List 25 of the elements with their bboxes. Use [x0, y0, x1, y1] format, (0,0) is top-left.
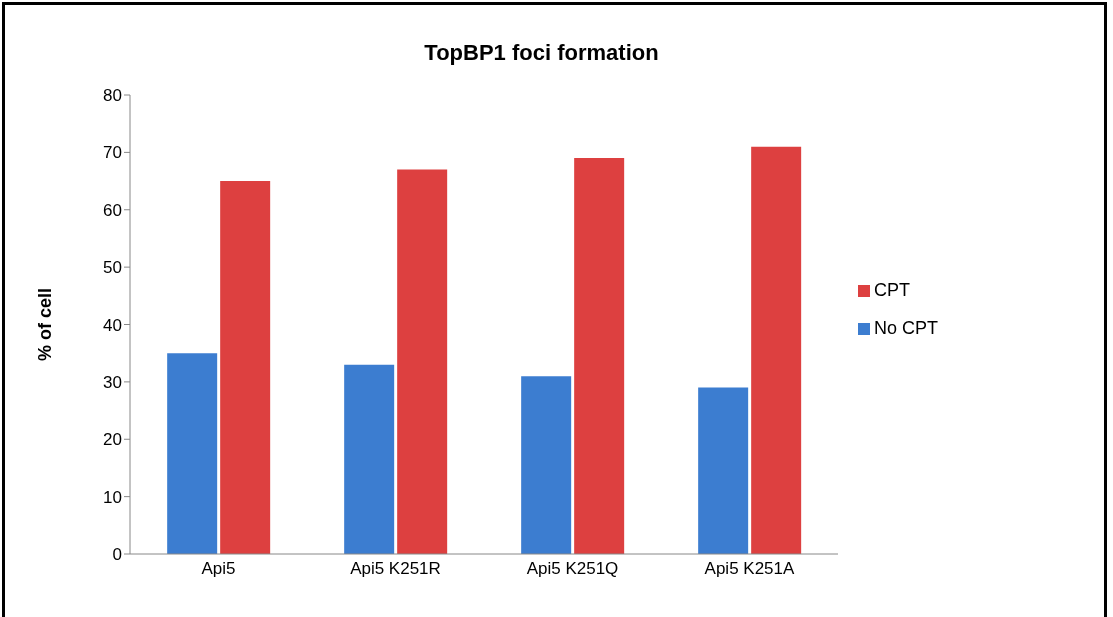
- y-axis-title: % of cell: [35, 287, 56, 362]
- bar: [344, 364, 395, 554]
- y-tick-label: 70: [103, 143, 122, 163]
- bar: [397, 169, 448, 554]
- y-tick-label: 80: [103, 86, 122, 106]
- x-tick-label: Api5 K251R: [350, 559, 441, 579]
- y-tick-label: 40: [103, 315, 122, 335]
- bar: [167, 353, 218, 554]
- y-tick-label: 50: [103, 258, 122, 278]
- bar: [220, 181, 271, 554]
- x-tick-label: Api5 K251Q: [526, 559, 619, 579]
- chart-title: TopBP1 foci formation: [423, 40, 660, 66]
- bar: [751, 146, 802, 554]
- y-tick-label: 30: [103, 372, 122, 392]
- bar: [698, 387, 749, 554]
- legend-label: No CPT: [873, 317, 938, 338]
- y-tick-label: 20: [103, 430, 122, 450]
- legend-label: CPT: [873, 279, 910, 300]
- y-tick-label: 10: [103, 487, 122, 507]
- y-tick-label: 0: [112, 545, 122, 565]
- bar: [521, 376, 572, 554]
- bar: [574, 158, 625, 554]
- x-tick-label: Api5 K251A: [704, 559, 796, 579]
- y-tick-label: 60: [103, 200, 122, 220]
- x-tick-label: Api5: [201, 559, 236, 579]
